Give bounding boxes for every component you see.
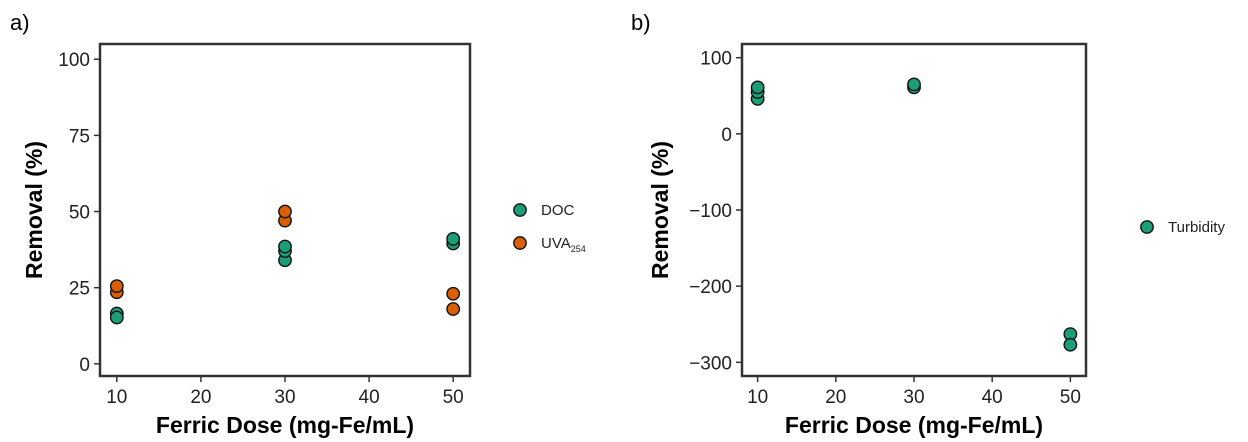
x-axis-title: Ferric Dose (mg-Fe/mL): [156, 412, 414, 438]
data-point-turbidity: [907, 77, 921, 92]
data-point-turbidity: [1063, 337, 1078, 352]
x-tick-label: 50: [443, 387, 464, 408]
chart-panel-a: a) 10 20 30 40 50 0 25 50 75 100 Ferric Dose (mg-Fe…: [10, 10, 586, 438]
chart-panel-b: b) 10 20 30 40 50 −300 −200 −100 0 100 Ferric Dose …: [631, 10, 1225, 438]
data-point-doc: [109, 310, 124, 325]
y-tick-label: 25: [69, 279, 90, 300]
x-tick-label: 40: [359, 387, 380, 408]
x-tick-label: 30: [903, 387, 924, 408]
data-point-doc: [446, 232, 461, 246]
data-point-turbidity: [750, 80, 765, 95]
legend-marker: [513, 236, 527, 250]
y-tick-label: −100: [689, 201, 732, 222]
data-point-uva: [446, 302, 461, 316]
y-tick-label: 75: [69, 126, 90, 147]
data-point-uva: [109, 279, 124, 294]
data-point-uva: [446, 286, 461, 301]
x-tick-label: 10: [747, 387, 768, 408]
y-tick-label: 0: [721, 125, 732, 146]
x-axis-title: Ferric Dose (mg-Fe/mL): [785, 412, 1043, 438]
y-tick-label: 100: [58, 50, 90, 71]
y-axis-title: Removal (%): [647, 141, 673, 279]
y-axis-title: Removal (%): [21, 141, 47, 279]
legend-marker: [513, 203, 527, 217]
y-tick-label: 0: [79, 355, 90, 376]
x-tick-label: 20: [190, 387, 211, 408]
y-tick-label: 100: [700, 49, 732, 70]
y-tick-label: −200: [689, 277, 732, 298]
legend-label: DOC: [541, 202, 575, 219]
data-point-uva: [278, 204, 292, 219]
x-tick-label: 20: [825, 387, 846, 408]
panel-label: a): [10, 10, 30, 35]
x-tick-label: 40: [982, 387, 1003, 408]
y-tick-label: 50: [69, 203, 90, 224]
data-point-doc: [278, 239, 292, 254]
legend-marker: [1140, 220, 1154, 234]
x-tick-label: 30: [274, 387, 295, 408]
y-tick-label: −300: [689, 353, 732, 374]
x-tick-label: 10: [106, 387, 127, 408]
legend-label: UVA254: [541, 235, 586, 254]
legend-label: Turbidity: [1168, 219, 1225, 236]
panel-label: b): [631, 10, 651, 35]
x-tick-label: 50: [1060, 387, 1081, 408]
